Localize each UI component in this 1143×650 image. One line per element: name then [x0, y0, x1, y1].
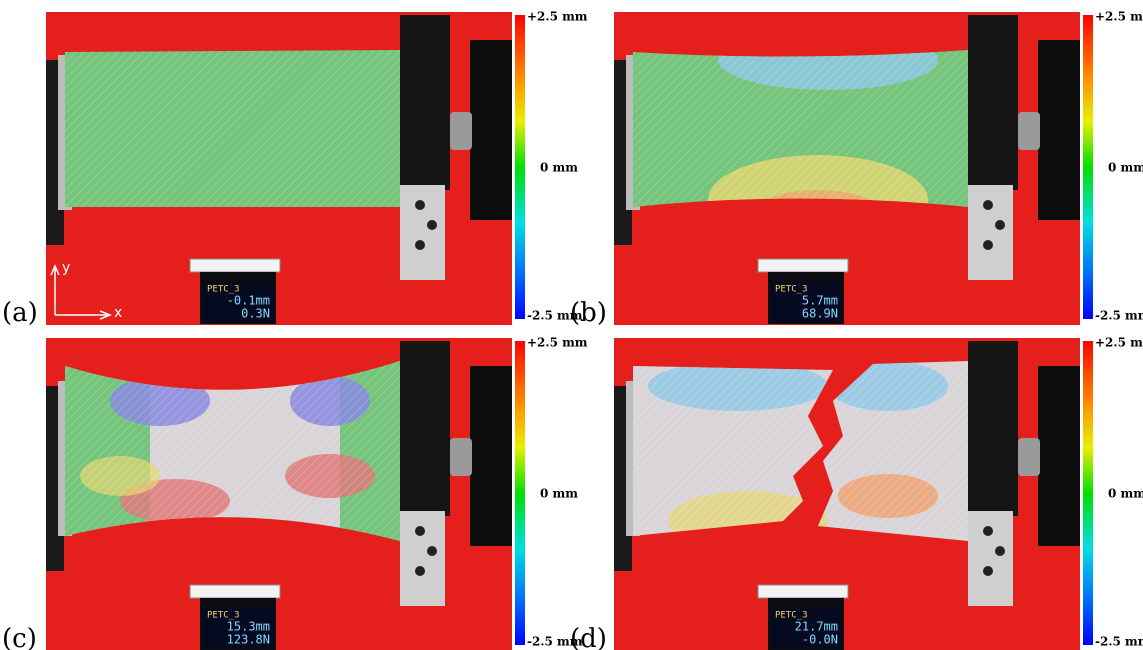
bolt-hole [995, 546, 1005, 556]
bolt-hole [983, 240, 993, 250]
colorbar-min: -2.5 mm [1095, 635, 1143, 649]
panel-label: (b) [570, 298, 607, 328]
bolt-hole [995, 220, 1005, 230]
display-force: 68.9N [802, 307, 838, 321]
panel: PETC_321.7mm-0.0N+2.5 mm0 mm-2.5 mm(d) [570, 336, 1143, 650]
panel-label: (c) [2, 624, 37, 650]
grip-plate [400, 185, 445, 280]
machine-arm [470, 40, 512, 220]
colorbar-mid: 0 mm [1108, 487, 1143, 501]
display-force: -0.0N [802, 633, 838, 647]
grip-plate [968, 185, 1013, 280]
right-grip [968, 341, 1018, 516]
colorbar-mid: 0 mm [540, 487, 578, 501]
display-displacement: -0.1mm [227, 294, 270, 308]
grip-plate [400, 511, 445, 606]
colorbar-max: +2.5 mm [527, 10, 588, 24]
colorbar [515, 341, 525, 645]
colorbar-max: +2.5 mm [527, 336, 588, 350]
colorbar-mid: 0 mm [540, 161, 578, 175]
grip-plate [968, 511, 1013, 606]
machine-arm [1038, 366, 1080, 546]
x-axis-label: x [114, 305, 122, 321]
display-displacement: 5.7mm [802, 294, 838, 308]
knob [450, 438, 472, 476]
ruler [758, 585, 848, 598]
specimen-mesh [628, 30, 973, 220]
ruler [758, 259, 848, 272]
panel-label: (d) [570, 624, 607, 650]
bolt-hole [427, 220, 437, 230]
colorbar [1083, 15, 1093, 319]
figure: PETC_3-0.1mm0.3N+2.5 mm0 mm-2.5 mm(a)yxP… [0, 0, 1143, 650]
panel-label: (a) [2, 298, 38, 328]
knob [450, 112, 472, 150]
bolt-hole [427, 546, 437, 556]
bolt-hole [415, 566, 425, 576]
machine-arm [470, 366, 512, 546]
knob [1018, 112, 1040, 150]
display-displacement: 21.7mm [795, 620, 838, 634]
right-grip [968, 15, 1018, 190]
right-grip [400, 341, 450, 516]
bolt-hole [415, 240, 425, 250]
knob [1018, 438, 1040, 476]
machine-arm [1038, 40, 1080, 220]
colorbar-max: +2.5 mm [1095, 10, 1143, 24]
ruler [190, 259, 280, 272]
y-axis-label: y [62, 260, 70, 276]
colorbar [1083, 341, 1093, 645]
bolt-hole [415, 200, 425, 210]
specimen [60, 30, 405, 220]
specimen-mesh [60, 30, 405, 220]
colorbar-mid: 0 mm [1108, 161, 1143, 175]
bolt-hole [983, 200, 993, 210]
bolt-hole [983, 526, 993, 536]
ruler [190, 585, 280, 598]
display-displacement: 15.3mm [227, 620, 270, 634]
right-grip [400, 15, 450, 190]
display-force: 123.8N [227, 633, 270, 647]
bolt-hole [415, 526, 425, 536]
colorbar-min: -2.5 mm [1095, 309, 1143, 323]
bolt-hole [983, 566, 993, 576]
colorbar [515, 15, 525, 319]
colorbar-max: +2.5 mm [1095, 336, 1143, 350]
display-force: 0.3N [241, 307, 270, 321]
